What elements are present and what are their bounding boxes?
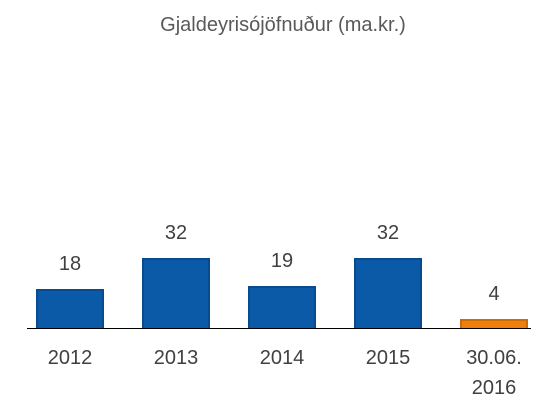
bar xyxy=(354,258,422,328)
x-tick-label: 30.06. 2016 xyxy=(466,347,522,399)
x-tick-label: 2014 xyxy=(259,347,305,369)
x-tick-label: 2013 xyxy=(153,347,199,369)
chart-title: Gjaldeyrisójöfnuður (ma.kr.) xyxy=(160,14,406,36)
data-label: 18 xyxy=(58,252,82,275)
bar xyxy=(36,288,104,328)
x-axis-line xyxy=(27,328,531,329)
bar xyxy=(460,319,528,328)
data-label: 32 xyxy=(164,222,188,244)
data-label: 19 xyxy=(270,250,294,273)
bar xyxy=(248,286,316,328)
x-tick-label: 2012 xyxy=(47,347,93,369)
x-tick-label: 2015 xyxy=(365,347,411,369)
data-label: 32 xyxy=(376,222,400,244)
data-label: 4 xyxy=(488,283,500,306)
bar xyxy=(142,258,210,328)
